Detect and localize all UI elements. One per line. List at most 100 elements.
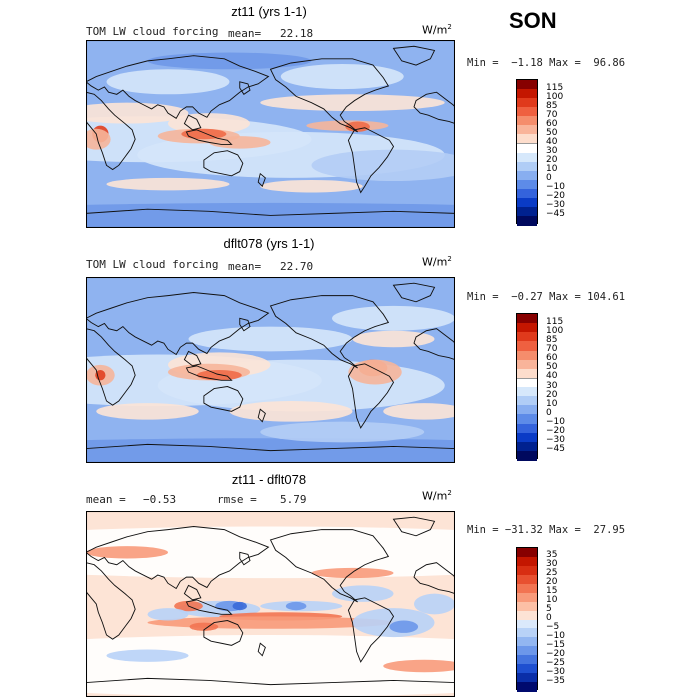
contour-region xyxy=(383,659,455,673)
colorbar-swatch xyxy=(517,125,537,135)
colorbar-tick-label: 40 xyxy=(546,136,558,147)
coastline xyxy=(203,620,244,646)
units-label: W/m2 xyxy=(422,255,452,269)
colorbar-tick-label: 100 xyxy=(546,91,564,102)
colorbar-tick-label: 40 xyxy=(546,371,558,382)
colorbar-tick-label: −45 xyxy=(546,209,565,220)
coastline xyxy=(347,127,395,194)
colorbar-swatch xyxy=(517,377,537,389)
colorbar-swatch xyxy=(517,414,537,425)
colorbar-tick-label: 50 xyxy=(546,127,558,138)
map-frame xyxy=(86,277,455,463)
variable-label: TOM LW cloud forcing xyxy=(86,25,219,38)
coastline xyxy=(257,172,266,188)
coastline xyxy=(185,599,233,615)
colorbar-swatch xyxy=(517,314,537,324)
map-panel-1 xyxy=(86,40,455,228)
mean-value: 22.18 xyxy=(280,27,314,40)
colorbar-tick-label: −30 xyxy=(546,666,565,677)
coastline xyxy=(185,365,233,381)
colorbar-swatch xyxy=(517,359,537,370)
colorbar-tick-label: 30 xyxy=(546,380,558,391)
colorbar-swatch xyxy=(517,682,537,692)
coastline xyxy=(86,208,455,228)
units-label: W/m2 xyxy=(422,489,452,503)
colorbar-swatch xyxy=(517,396,537,406)
colorbar-tick-label: −5 xyxy=(546,621,560,632)
contour-region xyxy=(188,326,353,352)
colorbar-swatch xyxy=(517,601,537,612)
coastline xyxy=(86,292,270,356)
map-panel-2 xyxy=(86,277,455,463)
colorbar-tick-label: 60 xyxy=(546,353,558,364)
colorbar-swatch xyxy=(517,592,537,603)
colorbar-tick-label: −10 xyxy=(546,417,565,427)
colorbar-tick-label: 10 xyxy=(546,595,558,606)
colorbar-swatch xyxy=(517,179,537,190)
contour-region xyxy=(414,593,455,615)
contour-region xyxy=(86,102,189,124)
coastline xyxy=(239,551,251,566)
coastline xyxy=(185,129,233,145)
colorbar-swatch xyxy=(517,188,537,199)
variable-label: TOM LW cloud forcing xyxy=(86,258,219,271)
min-max-label: Min = −31.32 Max = 27.95 xyxy=(467,524,626,536)
colorbar-swatch xyxy=(517,450,537,461)
colorbar-tick-label: 115 xyxy=(546,316,564,327)
colorbar-tick-label: −15 xyxy=(546,639,565,650)
panel-title: zt11 (yrs 1-1) xyxy=(231,4,307,19)
coastline xyxy=(183,350,202,367)
coastline xyxy=(86,677,455,697)
colorbar-swatch xyxy=(517,368,537,379)
coastline xyxy=(86,526,270,590)
contour-region xyxy=(383,403,455,420)
colorbar-swatch xyxy=(517,628,537,638)
colorbar-swatch xyxy=(517,583,537,594)
mean-label: mean= xyxy=(228,27,262,40)
colorbar-tick-label: 35 xyxy=(546,550,558,561)
units-label: W/m2 xyxy=(422,23,452,37)
colorbar-swatch xyxy=(517,619,537,630)
contour-region xyxy=(106,69,230,95)
coastline xyxy=(269,295,390,369)
colorbar-swatch xyxy=(517,116,537,126)
coastline xyxy=(347,363,395,429)
colorbar-swatch xyxy=(517,197,537,208)
colorbar-swatch xyxy=(517,89,537,99)
contour-region xyxy=(196,370,242,381)
coastline xyxy=(86,91,136,171)
min-max-label: Min = −0.27 Max = 104.61 xyxy=(467,291,626,303)
colorbar-tick-label: 25 xyxy=(546,568,558,579)
colorbar-swatch xyxy=(517,323,537,333)
colorbar-swatch xyxy=(517,387,537,397)
contour-region xyxy=(389,620,419,633)
colorbar-tick-label: −30 xyxy=(546,435,565,446)
colorbar-swatch xyxy=(517,350,537,361)
colorbar-tick-label: 5 xyxy=(546,604,552,615)
map-frame xyxy=(86,40,455,228)
rmse-value: 5.79 xyxy=(280,493,307,506)
coastline xyxy=(203,150,244,177)
colorbar-swatch xyxy=(517,574,537,585)
mean-value: 22.70 xyxy=(280,260,314,273)
colorbar-tick-label: 10 xyxy=(546,164,558,175)
contour-region xyxy=(280,64,404,90)
contour-region xyxy=(311,149,455,181)
colorbar-swatch xyxy=(517,432,537,443)
contour-region xyxy=(229,401,353,422)
contour-region xyxy=(106,649,189,662)
colorbar-swatch xyxy=(517,215,537,226)
colorbar-tick-label: 0 xyxy=(546,407,552,418)
colorbar-tick-label: −20 xyxy=(546,648,565,659)
contour-region xyxy=(86,546,168,559)
season-label: SON xyxy=(509,8,557,33)
coastline xyxy=(203,386,244,412)
colorbar-swatch xyxy=(517,107,537,117)
colorbar-tick-label: 50 xyxy=(546,362,558,373)
colorbar-swatches xyxy=(516,79,538,226)
colorbar-tick-label: 70 xyxy=(546,109,558,120)
colorbar-tick-label: 70 xyxy=(546,344,558,354)
colorbar-swatch xyxy=(517,610,537,621)
contour-region xyxy=(332,305,455,331)
contour-region xyxy=(86,128,111,150)
